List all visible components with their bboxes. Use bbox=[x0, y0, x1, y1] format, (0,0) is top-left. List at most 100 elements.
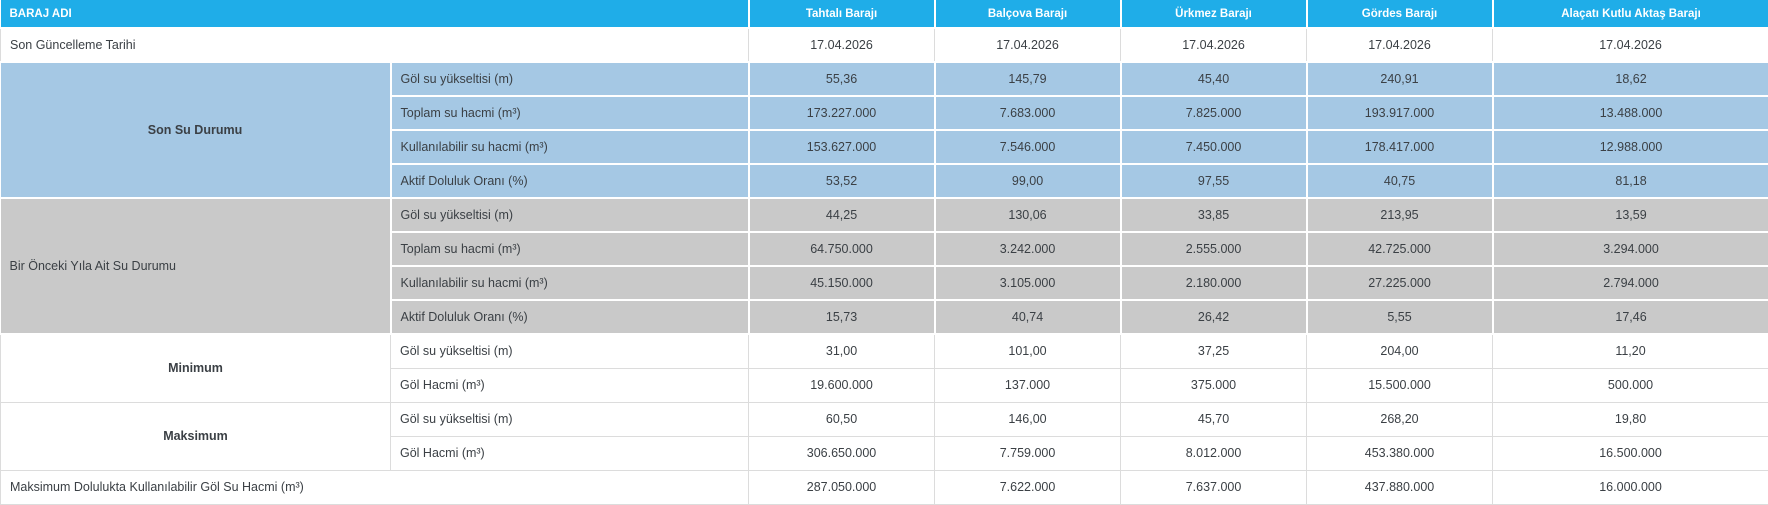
value-cell: 11,20 bbox=[1493, 334, 1768, 368]
row-label: Göl su yükseltisi (m) bbox=[391, 198, 749, 232]
update-date-row: Son Güncelleme Tarihi 17.04.2026 17.04.2… bbox=[1, 28, 1768, 62]
value-cell: 3.105.000 bbox=[935, 266, 1121, 300]
value-cell: 453.380.000 bbox=[1307, 436, 1493, 470]
value-cell: 7.450.000 bbox=[1121, 130, 1307, 164]
row-label: Kullanılabilir su hacmi (m³) bbox=[391, 130, 749, 164]
value-cell: 375.000 bbox=[1121, 368, 1307, 402]
value-cell: 213,95 bbox=[1307, 198, 1493, 232]
value-cell: 81,18 bbox=[1493, 164, 1768, 198]
update-date-label: Son Güncelleme Tarihi bbox=[1, 28, 749, 62]
value-cell: 7.622.000 bbox=[935, 470, 1121, 504]
column-header-dam-urkmez: Ürkmez Barajı bbox=[1121, 0, 1307, 28]
table-header-row: BARAJ ADI Tahtalı Barajı Balçova Barajı … bbox=[1, 0, 1768, 28]
row-label: Aktif Doluluk Oranı (%) bbox=[391, 300, 749, 334]
table-row: Minimum Göl su yükseltisi (m) 31,00 101,… bbox=[1, 334, 1768, 368]
value-cell: 45,70 bbox=[1121, 402, 1307, 436]
value-cell: 40,74 bbox=[935, 300, 1121, 334]
table-row: Son Su Durumu Göl su yükseltisi (m) 55,3… bbox=[1, 62, 1768, 96]
value-cell: 287.050.000 bbox=[749, 470, 935, 504]
value-cell: 60,50 bbox=[749, 402, 935, 436]
row-label: Göl su yükseltisi (m) bbox=[391, 334, 749, 368]
value-cell: 31,00 bbox=[749, 334, 935, 368]
value-cell: 101,00 bbox=[935, 334, 1121, 368]
value-cell: 500.000 bbox=[1493, 368, 1768, 402]
value-cell: 7.683.000 bbox=[935, 96, 1121, 130]
value-cell: 240,91 bbox=[1307, 62, 1493, 96]
value-cell: 7.546.000 bbox=[935, 130, 1121, 164]
value-cell: 45,40 bbox=[1121, 62, 1307, 96]
value-cell: 53,52 bbox=[749, 164, 935, 198]
value-cell: 153.627.000 bbox=[749, 130, 935, 164]
update-date-value: 17.04.2026 bbox=[935, 28, 1121, 62]
value-cell: 27.225.000 bbox=[1307, 266, 1493, 300]
column-header-dam-balcova: Balçova Barajı bbox=[935, 0, 1121, 28]
value-cell: 16.500.000 bbox=[1493, 436, 1768, 470]
value-cell: 55,36 bbox=[749, 62, 935, 96]
value-cell: 2.794.000 bbox=[1493, 266, 1768, 300]
update-date-value: 17.04.2026 bbox=[1307, 28, 1493, 62]
update-date-value: 17.04.2026 bbox=[1493, 28, 1768, 62]
table-row: Maksimum Göl su yükseltisi (m) 60,50 146… bbox=[1, 402, 1768, 436]
row-label: Göl Hacmi (m³) bbox=[391, 436, 749, 470]
value-cell: 13,59 bbox=[1493, 198, 1768, 232]
value-cell: 40,75 bbox=[1307, 164, 1493, 198]
column-header-dam-tahtali: Tahtalı Barajı bbox=[749, 0, 935, 28]
row-label: Toplam su hacmi (m³) bbox=[391, 96, 749, 130]
section-label-minimum: Minimum bbox=[1, 334, 391, 402]
value-cell: 7.759.000 bbox=[935, 436, 1121, 470]
value-cell: 3.294.000 bbox=[1493, 232, 1768, 266]
value-cell: 178.417.000 bbox=[1307, 130, 1493, 164]
value-cell: 7.825.000 bbox=[1121, 96, 1307, 130]
value-cell: 8.012.000 bbox=[1121, 436, 1307, 470]
value-cell: 130,06 bbox=[935, 198, 1121, 232]
row-label: Göl su yükseltisi (m) bbox=[391, 62, 749, 96]
value-cell: 16.000.000 bbox=[1493, 470, 1768, 504]
value-cell: 12.988.000 bbox=[1493, 130, 1768, 164]
section-label-maximum: Maksimum bbox=[1, 402, 391, 470]
value-cell: 13.488.000 bbox=[1493, 96, 1768, 130]
value-cell: 137.000 bbox=[935, 368, 1121, 402]
value-cell: 18,62 bbox=[1493, 62, 1768, 96]
max-usable-volume-row: Maksimum Dolulukta Kullanılabilir Göl Su… bbox=[1, 470, 1768, 504]
column-header-dam-gordes: Gördes Barajı bbox=[1307, 0, 1493, 28]
value-cell: 268,20 bbox=[1307, 402, 1493, 436]
update-date-value: 17.04.2026 bbox=[1121, 28, 1307, 62]
value-cell: 37,25 bbox=[1121, 334, 1307, 368]
value-cell: 33,85 bbox=[1121, 198, 1307, 232]
value-cell: 44,25 bbox=[749, 198, 935, 232]
value-cell: 19,80 bbox=[1493, 402, 1768, 436]
value-cell: 2.555.000 bbox=[1121, 232, 1307, 266]
value-cell: 15.500.000 bbox=[1307, 368, 1493, 402]
value-cell: 97,55 bbox=[1121, 164, 1307, 198]
column-header-dam-alacati: Alaçatı Kutlu Aktaş Barajı bbox=[1493, 0, 1768, 28]
row-label: Göl su yükseltisi (m) bbox=[391, 402, 749, 436]
value-cell: 146,00 bbox=[935, 402, 1121, 436]
value-cell: 173.227.000 bbox=[749, 96, 935, 130]
value-cell: 2.180.000 bbox=[1121, 266, 1307, 300]
value-cell: 204,00 bbox=[1307, 334, 1493, 368]
value-cell: 3.242.000 bbox=[935, 232, 1121, 266]
update-date-value: 17.04.2026 bbox=[749, 28, 935, 62]
value-cell: 7.637.000 bbox=[1121, 470, 1307, 504]
value-cell: 26,42 bbox=[1121, 300, 1307, 334]
value-cell: 99,00 bbox=[935, 164, 1121, 198]
row-label: Göl Hacmi (m³) bbox=[391, 368, 749, 402]
section-label-previous-year: Bir Önceki Yıla Ait Su Durumu bbox=[1, 198, 391, 334]
value-cell: 17,46 bbox=[1493, 300, 1768, 334]
column-header-baraj-adi: BARAJ ADI bbox=[1, 0, 749, 28]
value-cell: 15,73 bbox=[749, 300, 935, 334]
value-cell: 437.880.000 bbox=[1307, 470, 1493, 504]
value-cell: 45.150.000 bbox=[749, 266, 935, 300]
row-label: Aktif Doluluk Oranı (%) bbox=[391, 164, 749, 198]
max-usable-volume-label: Maksimum Dolulukta Kullanılabilir Göl Su… bbox=[1, 470, 749, 504]
row-label: Toplam su hacmi (m³) bbox=[391, 232, 749, 266]
value-cell: 64.750.000 bbox=[749, 232, 935, 266]
value-cell: 193.917.000 bbox=[1307, 96, 1493, 130]
value-cell: 145,79 bbox=[935, 62, 1121, 96]
value-cell: 42.725.000 bbox=[1307, 232, 1493, 266]
value-cell: 306.650.000 bbox=[749, 436, 935, 470]
section-label-current-status: Son Su Durumu bbox=[1, 62, 391, 198]
value-cell: 19.600.000 bbox=[749, 368, 935, 402]
table-row: Bir Önceki Yıla Ait Su Durumu Göl su yük… bbox=[1, 198, 1768, 232]
